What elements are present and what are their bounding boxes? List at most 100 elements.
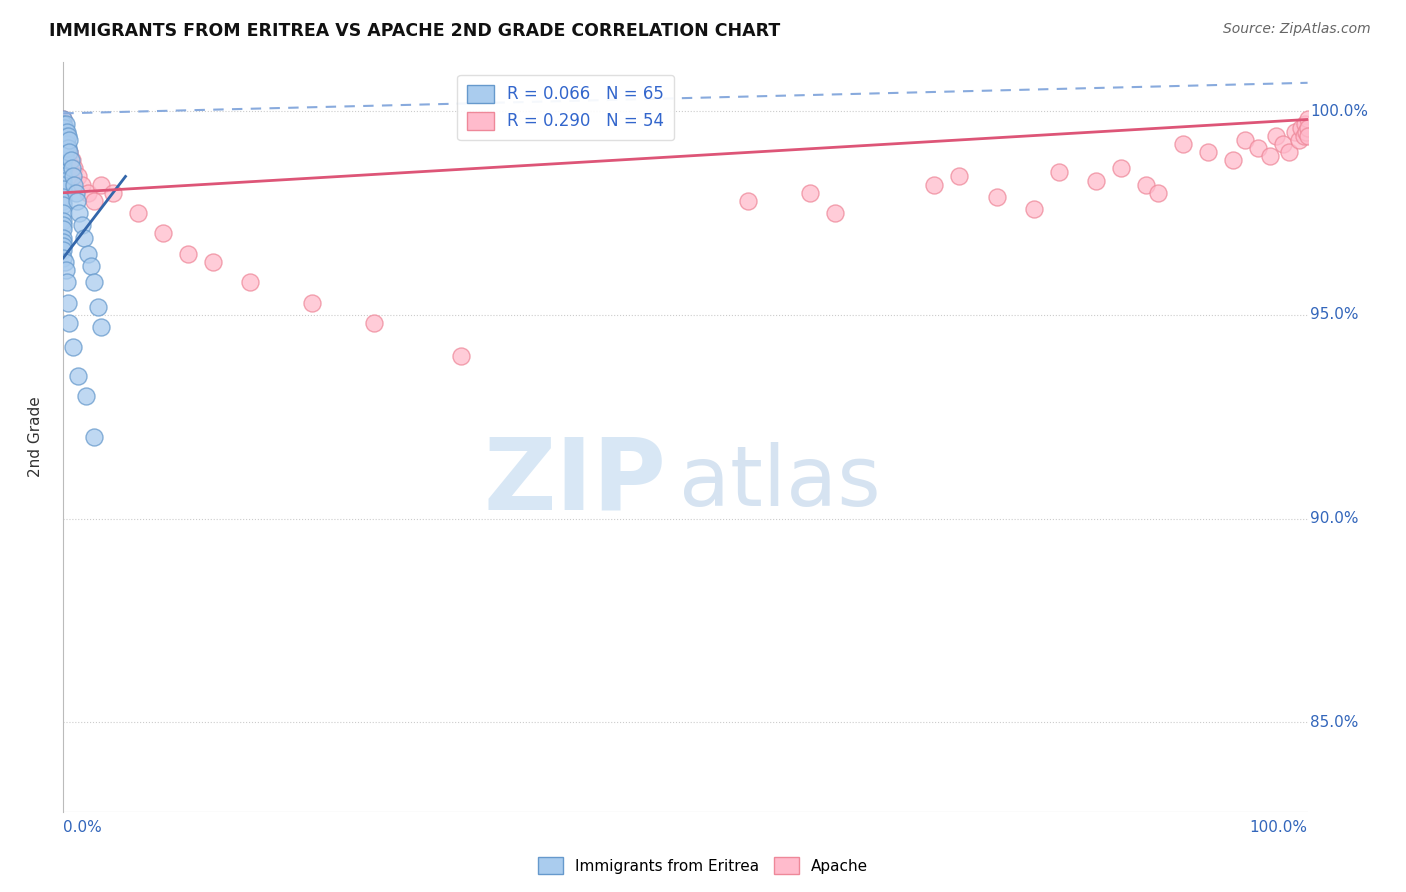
- Point: [52, 243, 75, 257]
- Point: [73, 230, 96, 244]
- Point: [52, 136, 75, 151]
- Point: [70, 219, 93, 233]
- Point: [77, 186, 100, 200]
- Point: [1278, 145, 1301, 159]
- Point: [60, 153, 83, 168]
- Point: [77, 247, 100, 261]
- Point: [52, 133, 75, 147]
- Point: [53, 125, 76, 139]
- Point: [52, 194, 75, 208]
- Point: [52, 214, 75, 228]
- Point: [58, 316, 80, 330]
- Point: [55, 128, 77, 143]
- Point: [1258, 149, 1281, 163]
- Point: [127, 206, 149, 220]
- Point: [52, 120, 75, 135]
- Point: [52, 145, 75, 159]
- Point: [101, 186, 124, 200]
- Point: [1296, 112, 1319, 127]
- Point: [450, 349, 472, 363]
- Point: [52, 235, 75, 249]
- Point: [1135, 178, 1157, 192]
- Point: [52, 178, 75, 192]
- Point: [1173, 136, 1195, 151]
- Text: 95.0%: 95.0%: [1310, 308, 1358, 322]
- Point: [1022, 202, 1045, 216]
- Point: [301, 295, 323, 310]
- Point: [52, 165, 75, 179]
- Point: [948, 169, 970, 184]
- Point: [1271, 136, 1294, 151]
- Point: [52, 112, 75, 127]
- Point: [90, 178, 112, 192]
- Point: [52, 125, 75, 139]
- Point: [799, 186, 821, 200]
- Point: [986, 190, 1008, 204]
- Point: [1292, 128, 1315, 143]
- Point: [56, 141, 79, 155]
- Point: [1265, 128, 1288, 143]
- Point: [58, 295, 80, 310]
- Point: [83, 276, 105, 290]
- Point: [1296, 120, 1319, 135]
- Point: [52, 161, 75, 176]
- Point: [66, 194, 89, 208]
- Point: [52, 222, 75, 236]
- Point: [824, 206, 846, 220]
- Legend: R = 0.066   N = 65, R = 0.290   N = 54: R = 0.066 N = 65, R = 0.290 N = 54: [457, 75, 675, 140]
- Text: IMMIGRANTS FROM ERITREA VS APACHE 2ND GRADE CORRELATION CHART: IMMIGRANTS FROM ERITREA VS APACHE 2ND GR…: [49, 22, 780, 40]
- Point: [52, 149, 75, 163]
- Point: [58, 141, 80, 155]
- Point: [52, 169, 75, 184]
- Point: [52, 128, 75, 143]
- Text: Source: ZipAtlas.com: Source: ZipAtlas.com: [1223, 22, 1371, 37]
- Point: [1197, 145, 1219, 159]
- Point: [1109, 161, 1132, 176]
- Point: [201, 255, 224, 269]
- Point: [1284, 125, 1306, 139]
- Point: [177, 247, 200, 261]
- Point: [83, 194, 105, 208]
- Point: [90, 320, 112, 334]
- Point: [63, 178, 86, 192]
- Point: [52, 219, 75, 233]
- Point: [56, 276, 79, 290]
- Point: [55, 116, 77, 130]
- Point: [52, 251, 75, 265]
- Point: [70, 178, 93, 192]
- Point: [1047, 165, 1070, 179]
- Point: [1288, 133, 1310, 147]
- Point: [58, 128, 80, 143]
- Point: [152, 227, 174, 241]
- Point: [56, 125, 79, 139]
- Text: 85.0%: 85.0%: [1310, 714, 1358, 730]
- Point: [75, 389, 97, 403]
- Point: [52, 153, 75, 168]
- Point: [52, 230, 75, 244]
- Point: [737, 194, 759, 208]
- Point: [52, 120, 75, 135]
- Point: [53, 133, 76, 147]
- Text: 100.0%: 100.0%: [1250, 820, 1308, 835]
- Point: [1147, 186, 1170, 200]
- Point: [58, 145, 80, 159]
- Point: [58, 149, 80, 163]
- Text: 0.0%: 0.0%: [63, 820, 103, 835]
- Point: [52, 128, 75, 143]
- Point: [65, 186, 87, 200]
- Point: [52, 190, 75, 204]
- Point: [1234, 133, 1257, 147]
- Point: [1085, 173, 1108, 187]
- Point: [55, 263, 77, 277]
- Point: [55, 141, 77, 155]
- Point: [69, 206, 91, 220]
- Text: 90.0%: 90.0%: [1310, 511, 1358, 526]
- Point: [52, 116, 75, 130]
- Point: [67, 169, 90, 184]
- Point: [52, 173, 75, 187]
- Point: [52, 206, 75, 220]
- Point: [1222, 153, 1244, 168]
- Point: [52, 157, 75, 171]
- Point: [52, 141, 75, 155]
- Point: [83, 430, 105, 444]
